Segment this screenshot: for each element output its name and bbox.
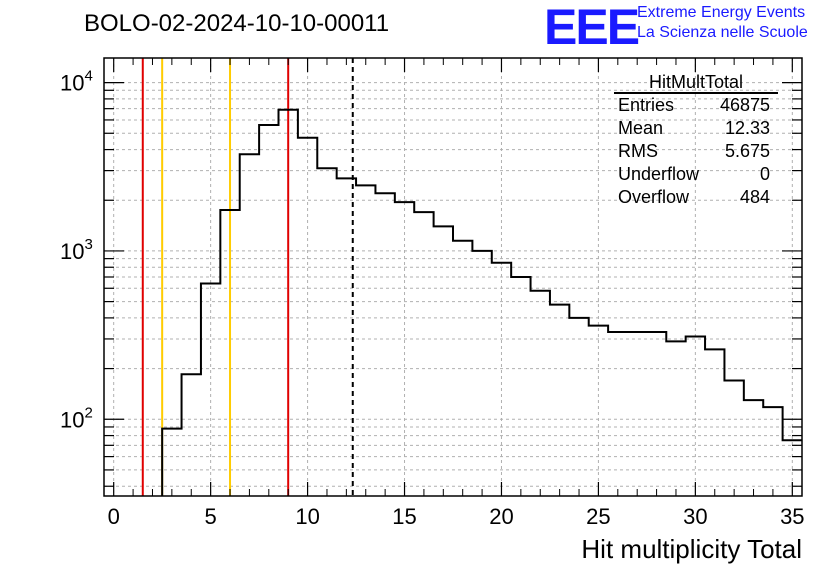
stats-label: Mean (618, 118, 664, 138)
y-tick-label: 102 (60, 404, 93, 432)
histogram-series (161, 108, 802, 496)
stats-label: Underflow (618, 164, 700, 184)
x-tick-label: 25 (586, 504, 610, 529)
x-tick-label: 5 (205, 504, 217, 529)
y-tick-exponent: 2 (84, 404, 92, 421)
threshold-lines (141, 58, 354, 496)
y-tick-label: 103 (60, 236, 93, 264)
x-axis-label: Hit multiplicity Total (581, 534, 802, 564)
stats-row-overflow: Overflow 484 (614, 186, 778, 209)
x-tick-label: 20 (489, 504, 513, 529)
stats-value: 0 (759, 164, 770, 184)
stats-box: HitMultTotal Entries 46875 Mean 12.33 RM… (614, 72, 778, 209)
stats-label: Entries (618, 95, 675, 115)
x-tick-label: 15 (392, 504, 416, 529)
eee-logo: EEE (544, 0, 640, 55)
y-tick-exponent: 3 (84, 236, 92, 253)
stats-row-entries: Entries 46875 (614, 94, 778, 117)
y-tick-exponent: 4 (84, 68, 92, 85)
stats-row-mean: Mean 12.33 (614, 117, 778, 140)
stats-value: 5.675 (724, 141, 770, 161)
stats-value: 46875 (719, 95, 770, 115)
stats-label: RMS (618, 141, 658, 161)
stats-title: HitMultTotal (614, 72, 778, 94)
logo-subtitle-line2: La Scienza nelle Scuole (637, 24, 808, 41)
stats-row-underflow: Underflow 0 (614, 163, 778, 186)
histogram-outline (161, 108, 802, 496)
x-tick-label: 30 (683, 504, 707, 529)
x-tick-label: 35 (780, 504, 804, 529)
axis-ticks (104, 58, 802, 496)
x-tick-label: 10 (295, 504, 319, 529)
stats-row-rms: RMS 5.675 (614, 140, 778, 163)
page-title: BOLO-02-2024-10-10-00011 (84, 10, 390, 37)
stats-value: 12.33 (724, 118, 770, 138)
stats-label: Overflow (618, 187, 690, 207)
y-tick-label: 104 (60, 68, 93, 96)
stats-value: 484 (739, 187, 770, 207)
x-tick-label: 0 (108, 504, 120, 529)
logo-subtitle-line1: Extreme Energy Events (637, 4, 806, 21)
